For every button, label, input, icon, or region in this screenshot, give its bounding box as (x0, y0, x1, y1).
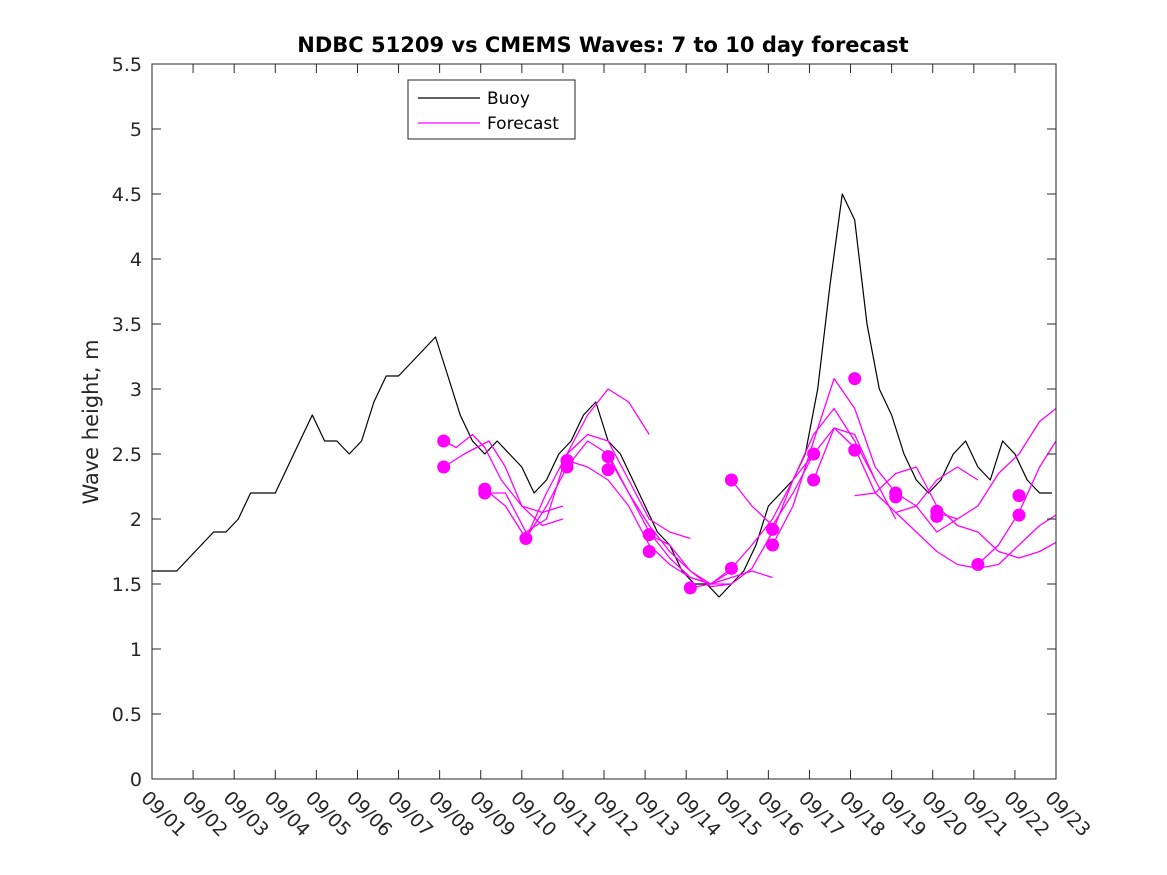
forecast-point (724, 561, 738, 575)
forecast-point (478, 482, 492, 496)
forecast-point (437, 434, 451, 448)
y-tick-label: 1.5 (112, 574, 142, 596)
forecast-point (807, 447, 821, 461)
forecast-series-line-2 (443, 433, 564, 514)
y-tick-label: 2.5 (112, 444, 142, 466)
forecast-point (848, 443, 862, 457)
y-tick-label: 3 (130, 379, 142, 401)
y-tick-label: 5.5 (112, 54, 142, 76)
forecast-points-layer (437, 372, 1026, 595)
forecast-series-line-1 (443, 440, 564, 527)
y-tick-label: 2 (130, 509, 142, 531)
forecast-series-line-4 (484, 433, 691, 540)
forecast-point (642, 528, 656, 542)
y-tick-label: 0 (130, 769, 142, 791)
plot-area (152, 64, 1056, 779)
forecast-point (889, 486, 903, 500)
forecast-point (560, 454, 574, 467)
forecast-point (683, 581, 697, 595)
y-tick-label: 0.5 (112, 704, 142, 726)
forecast-series-line-13 (854, 466, 1057, 559)
y-tick-label: 5 (130, 119, 142, 141)
forecast-point (930, 504, 944, 518)
y-tick-label: 4 (130, 249, 142, 271)
y-axis-label: Wave height, m (79, 339, 103, 504)
buoy-series-line (152, 193, 1052, 598)
forecast-point (971, 558, 985, 571)
forecast-point (848, 372, 862, 386)
y-tick-label: 4.5 (112, 184, 142, 206)
forecast-point (601, 450, 615, 464)
forecast-series-line-9 (690, 407, 876, 589)
forecast-point (807, 473, 821, 487)
chart-title: NDBC 51209 vs CMEMS Waves: 7 to 10 day f… (297, 33, 908, 57)
forecast-series-line-15 (936, 407, 1057, 520)
forecast-point (1012, 508, 1026, 522)
forecast-point (766, 522, 779, 536)
plot-background (152, 64, 1056, 779)
y-tick-label: 1 (130, 639, 142, 661)
forecast-point (519, 532, 533, 545)
forecast-point (724, 473, 738, 487)
forecast-point (766, 538, 779, 552)
forecast-series-line-11 (771, 377, 958, 546)
forecast-point (437, 460, 451, 474)
forecast-series-line-8 (648, 453, 815, 588)
forecast-point (1012, 489, 1026, 503)
legend-label: Forecast (487, 114, 559, 134)
forecast-point (601, 463, 615, 477)
legend-label: Buoy (487, 89, 530, 109)
legend-box (407, 79, 576, 140)
forecast-point (642, 545, 656, 558)
y-tick-label: 3.5 (112, 314, 142, 336)
legend: Buoy Forecast (407, 79, 576, 140)
